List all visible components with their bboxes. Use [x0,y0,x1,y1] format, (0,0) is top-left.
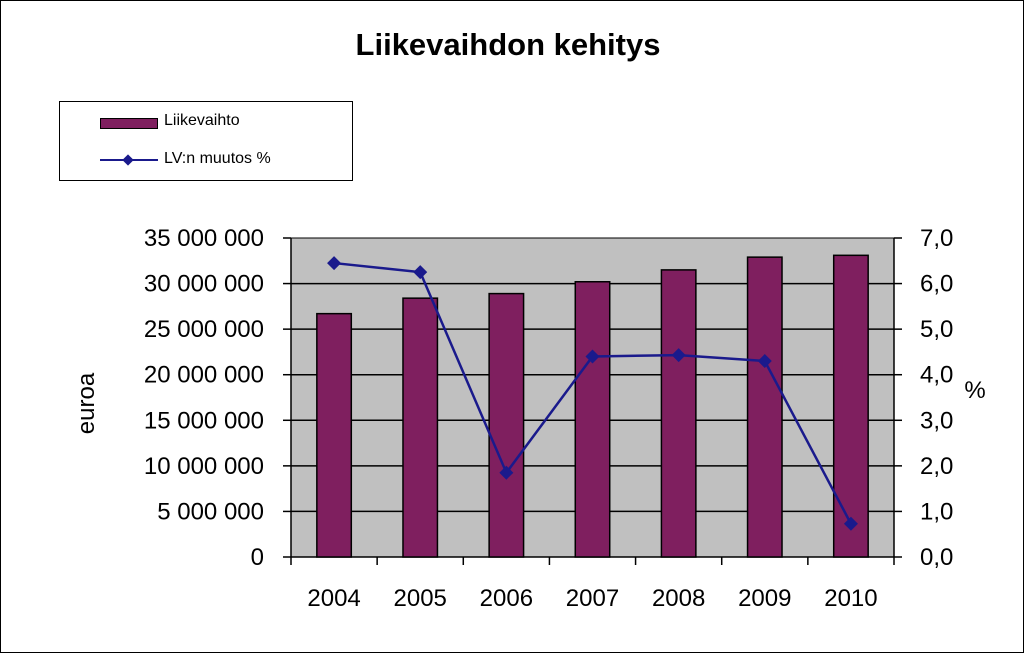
chart-title: Liikevaihdon kehitys [355,27,661,62]
y-tick-label: 0 [251,544,264,571]
y-tick-label: 35 000 000 [144,225,264,252]
x-tick-label: 2004 [307,585,360,612]
y-axis-label: euroa [73,372,100,434]
bar [316,312,353,558]
legend-item-line: LV:n muutos % [60,149,350,173]
legend-label-line: LV:n muutos % [164,150,271,167]
x-tick-label: 2008 [652,585,705,612]
y-tick-label: 15 000 000 [144,407,264,434]
y-tick-label: 5 000 000 [157,498,264,525]
y2-tick-label: 2,0 [920,453,953,480]
x-tick-label: 2006 [480,585,533,612]
y-tick-label: 25 000 000 [144,316,264,343]
legend-swatch-bar [100,118,158,129]
y2-tick-label: 4,0 [920,362,953,389]
line-point [757,354,772,369]
line-point [499,465,514,480]
bar [574,280,611,558]
y2-tick-label: 7,0 [920,225,953,252]
line-point [585,349,600,364]
line-point [671,348,686,363]
x-tick-label: 2007 [566,585,619,612]
bar [832,254,869,558]
line-point [413,265,428,280]
legend-label-bars: Liikevaihto [164,112,240,129]
x-tick-label: 2009 [738,585,791,612]
y2-tick-label: 6,0 [920,271,953,298]
line-point [327,256,342,271]
y-tick-label: 10 000 000 [144,453,264,480]
line-point [843,516,858,531]
y-tick-label: 30 000 000 [144,271,264,298]
bar [660,269,697,558]
legend-item-bars: Liikevaihto [60,111,350,135]
y2-tick-label: 5,0 [920,316,953,343]
y-tick-label: 20 000 000 [144,362,264,389]
bar [402,297,439,558]
bar [488,292,525,558]
y2-axis-label: % [964,377,985,404]
y2-tick-label: 3,0 [920,407,953,434]
y2-tick-label: 1,0 [920,498,953,525]
x-tick-label: 2010 [824,585,877,612]
y2-tick-label: 0,0 [920,544,953,571]
legend: Liikevaihto LV:n muutos % [59,101,353,181]
x-tick-label: 2005 [394,585,447,612]
bar [746,256,783,558]
